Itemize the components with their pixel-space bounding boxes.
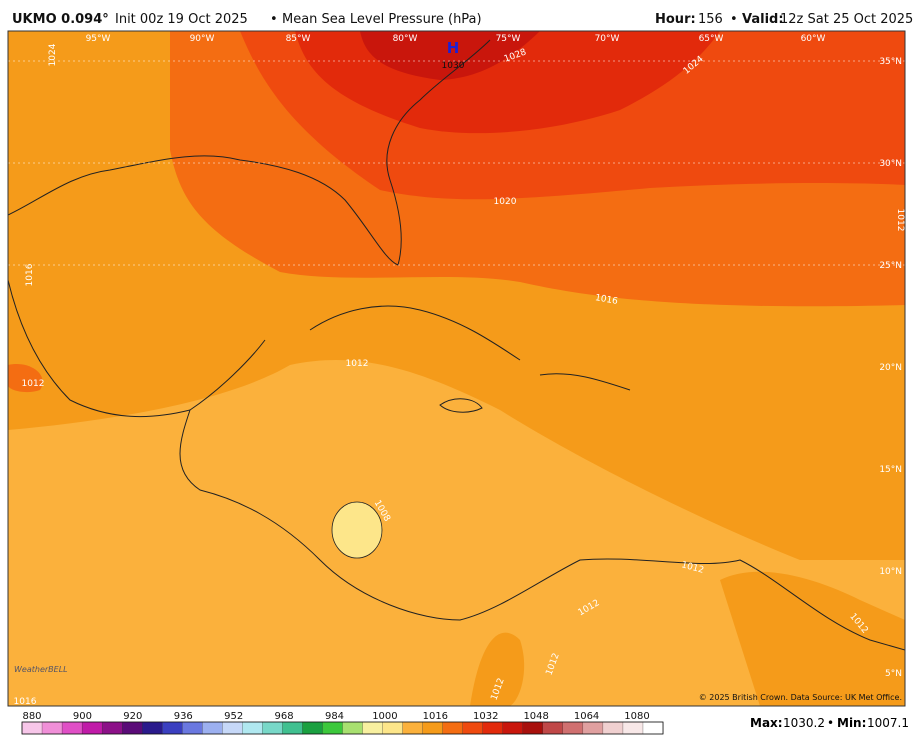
colorbar-tick-label: 920 [123,711,142,722]
colorbar-swatch [101,721,123,735]
zone-1012 [720,571,905,706]
lon-label: 90°W [190,34,215,44]
colorbar-tick-label: 952 [224,711,243,722]
max: 1030.2 [783,716,825,730]
colorbar-swatch [262,721,283,735]
contour-label: 1012 [895,209,905,232]
colorbar-tick-label: 900 [73,711,92,722]
colorbar-swatch [41,721,63,735]
min: 1007.1 [867,716,909,730]
colorbar-tick-label: 1000 [372,711,397,722]
colorbar-swatch [142,721,163,735]
hour-label: Hour: [655,12,696,27]
colorbar-swatch [462,721,484,735]
min-label: Min: [837,716,866,730]
contour-label: 1012 [346,359,369,369]
colorbar-swatch [522,721,544,735]
zone-1012 [470,632,525,706]
product: Mean Sea Level Pressure (hPa) [282,12,482,27]
run: Init 00z 19 Oct 2025 [115,12,248,27]
valid-label: Valid: [742,12,784,27]
colorbar-tick-label: 984 [325,711,344,722]
colorbar-tick-label: 1080 [624,711,649,722]
contour-label: 1016 [594,293,619,307]
colorbar: 880 900 920 936 952 968 984 1000 1016 1032 1048 106… [21,711,664,735]
colorbar-tick-label: 1016 [423,711,448,722]
colorbar-tick-label: 968 [275,711,294,722]
contour-label: 1020 [494,197,517,207]
colorbar-swatch [382,721,404,735]
colorbar-swatch [422,721,444,735]
colorbar-swatch [542,721,564,735]
lon-label: 80°W [393,34,418,44]
lon-label: 75°W [496,34,521,44]
lat-label: 10°N [879,567,902,577]
lat-label: 20°N [879,363,902,373]
colorbar-swatch [182,721,203,735]
colorbar-swatch [242,721,263,735]
colorbar-swatch [322,721,343,735]
logo: WeatherBELL [14,665,68,674]
colorbar-frame [21,721,664,735]
high-value: 1030 [442,61,465,71]
colorbar-tick-label: 880 [22,711,41,722]
colorbar-tick-label: 1064 [574,711,599,722]
zone-1016 [8,364,43,393]
map-frame [7,30,906,707]
separator: • [270,12,278,27]
zone-1028 [360,31,540,80]
colorbar-swatch [81,721,103,735]
colorbar-swatch [202,721,223,735]
high-marker: H [447,39,460,57]
colorbar-swatch [582,721,604,735]
lat-label: 15°N [879,465,902,475]
colorbar-swatch [302,721,323,735]
colorbar-swatch [222,721,243,735]
colorbar-tick-label: 936 [174,711,193,722]
colorbar-swatch [21,721,43,735]
coastlines [8,39,905,651]
lat-label: 25°N [879,261,902,271]
colorbar-swatch [362,721,384,735]
credit: © 2025 British Crown. Data Source: UK Me… [699,693,902,702]
max-label: Max: [750,716,783,730]
contour-label: 1012 [22,379,45,389]
separator: • [827,716,834,730]
lon-label: 65°W [699,34,724,44]
map [8,31,905,706]
colorbar-swatch [122,721,143,735]
colorbar-swatch [482,721,504,735]
contour-label: 1016 [14,697,37,707]
colorbar-swatch [502,721,524,735]
hour: 156 [698,12,723,27]
lat-label: 35°N [879,57,902,67]
lon-label: 85°W [286,34,311,44]
lat-label: 5°N [885,669,902,679]
colorbar-swatch [442,721,464,735]
colorbar-swatch [342,721,363,735]
colorbar-swatch [562,721,584,735]
colorbar-swatch [282,721,303,735]
contour-label: 1024 [48,43,58,66]
lon-label: 60°W [801,34,826,44]
colorbar-swatch [622,721,644,735]
zone-1008 [331,501,383,559]
contour-label: 1016 [25,263,35,286]
colorbar-swatch [602,721,624,735]
colorbar-swatch [61,721,83,735]
lat-label: 30°N [879,159,902,169]
colorbar-swatch [402,721,424,735]
valid: 12z Sat 25 Oct 2025 [780,12,913,27]
lon-label: 70°W [595,34,620,44]
geo-labels: 95°W 90°W 85°W 80°W 75°W 70°W 65°W 60°W 35°N 30°N… [86,34,902,679]
separator: • [730,12,738,27]
colorbar-swatch [162,721,183,735]
colorbar-swatch [642,721,664,735]
colorbar-tick-label: 1032 [473,711,498,722]
colorbar-tick-label: 1048 [523,711,548,722]
model: UKMO 0.094° [12,12,109,27]
lon-label: 95°W [86,34,111,44]
